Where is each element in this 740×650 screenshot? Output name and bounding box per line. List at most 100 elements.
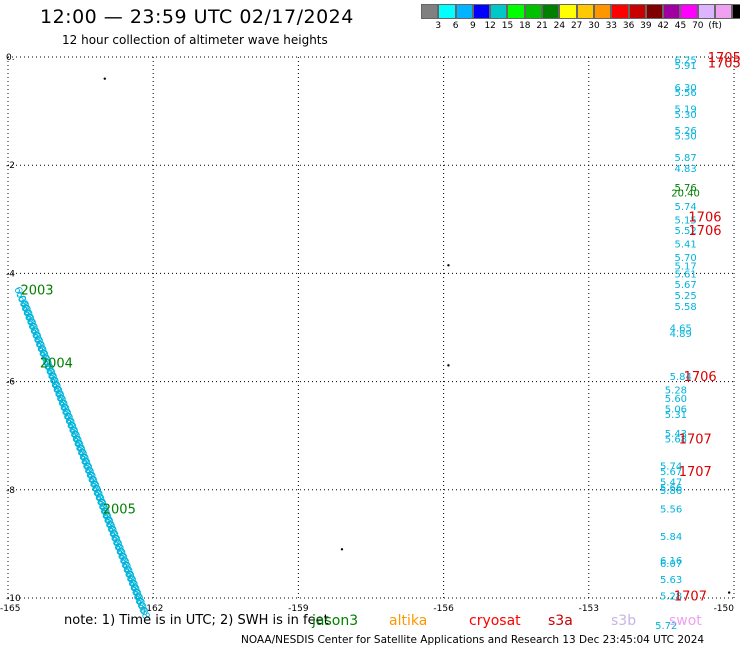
scale-label: 36 (622, 21, 635, 31)
pass-number-label: 1706 (688, 224, 721, 239)
swh-data-label: 5.61 (674, 269, 696, 280)
pass-number-label: 2005 (103, 503, 136, 518)
scale-swatch (628, 4, 646, 19)
scale-swatch (524, 4, 543, 19)
swh-data-label: 5.15 (674, 215, 696, 226)
x-tick-label: -153 (579, 604, 599, 614)
scale-swatch (559, 4, 577, 19)
satellite-legend-s3a: s3a (548, 613, 573, 629)
chart-title: 12:00 — 23:59 UTC 02/17/2024 (40, 6, 354, 28)
swh-data-label: 5.84 (670, 372, 692, 383)
scale-swatch (680, 4, 698, 19)
scale-label: 21 (536, 21, 548, 31)
x-tick-label: -165 (0, 604, 20, 614)
scale-label: 12 (484, 21, 496, 31)
scale-swatch (593, 4, 612, 19)
x-tick-label: -159 (288, 604, 309, 614)
scale-swatch (576, 4, 594, 19)
scale-swatch (472, 4, 491, 19)
satellite-legend-swot: swot (669, 613, 702, 629)
footer-credit: NOAA/NESDIS Center for Satellite Applica… (241, 634, 705, 646)
swh-data-label: 20.40 (671, 188, 700, 199)
swh-data-label: 5.56 (660, 505, 682, 516)
pass-number-label: 1705 (708, 56, 740, 71)
x-tick-label: -156 (433, 604, 454, 614)
island-marker (447, 264, 450, 267)
x-tick-label: -162 (143, 604, 163, 614)
pass-number-label: 1707 (674, 589, 707, 604)
scale-swatch (490, 4, 508, 19)
swh-data-label: 6.07 (660, 559, 682, 570)
swh-data-label: 6.25 (674, 56, 696, 67)
swh-data-label: 5.25 (674, 291, 696, 302)
swh-data-label: 5.91 (674, 61, 696, 72)
scale-label: 18 (519, 21, 531, 31)
scale-label: 9 (470, 21, 476, 31)
swh-data-label: 5.72 (655, 621, 677, 632)
scale-label: 33 (605, 21, 618, 31)
swh-data-label: 5.67 (660, 467, 682, 478)
swh-data-label: 5.87 (674, 153, 696, 164)
swh-data-label: 5.28 (665, 386, 687, 397)
scale-label: (ft) (708, 21, 722, 31)
swh-data-label: 5.17 (674, 261, 696, 272)
pass-number-label: 2003 (20, 284, 53, 299)
swh-data-label: 5.63 (660, 575, 682, 586)
y-tick-label: 0. (6, 53, 15, 63)
pass-number-label: 1707 (679, 432, 712, 447)
swh-data-label: 4.65 (670, 324, 692, 335)
swh-data-label: 5.41 (674, 240, 696, 251)
y-tick-label: -2 (6, 161, 15, 171)
swh-data-label: 5.19 (674, 104, 696, 115)
swh-data-label: 5.47 (660, 478, 682, 489)
swh-data-label: 5.68 (665, 434, 687, 445)
pass-number-label: 1705 (708, 51, 740, 66)
scale-label: 6 (452, 21, 459, 31)
swh-data-label: 5.06 (665, 405, 687, 416)
y-tick-label: -6 (6, 378, 15, 388)
scale-swatch (645, 4, 664, 19)
swh-data-label: 5.26 (674, 126, 696, 137)
scale-swatch (715, 4, 733, 19)
scale-label: 27 (570, 21, 583, 31)
swh-data-label: 5.76 (674, 183, 696, 194)
swh-data-label: 5.74 (660, 461, 682, 472)
swh-data-label: 5.31 (665, 410, 687, 421)
chart-subtitle: 12 hour collection of altimeter wave hei… (62, 33, 328, 47)
footer-note: note: 1) Time is in UTC; 2) SWH is in fe… (64, 613, 329, 628)
scale-label: 15 (501, 21, 514, 31)
swh-data-label: 5.56 (674, 88, 696, 99)
swh-data-label: 5.66 (660, 483, 682, 494)
island-marker (447, 364, 450, 367)
y-tick-label: -4 (6, 269, 15, 279)
pass-number-label: 1706 (688, 211, 721, 226)
scale-label: 45 (674, 21, 687, 31)
pass-number-label: 1706 (684, 370, 717, 385)
swh-data-label: 6.16 (660, 556, 682, 567)
pass-number-label: 1707 (679, 465, 712, 480)
scale-swatch (507, 4, 525, 19)
scale-swatch (732, 4, 740, 19)
satellite-legend-cryosat: cryosat (469, 613, 521, 629)
satellite-legend-s3b: s3b (611, 613, 637, 629)
satellite-legend-jason3: jason3 (312, 613, 359, 629)
scale-label: 70 (692, 21, 704, 31)
satellite-legend-altika: altika (389, 613, 428, 629)
x-tick-label: -150 (714, 604, 735, 614)
swh-data-label: 5.70 (674, 253, 696, 264)
island-marker (103, 77, 107, 80)
swh-data-label: 5.86 (660, 486, 682, 497)
scale-label: 30 (588, 21, 600, 31)
scale-swatch (438, 4, 456, 19)
swh-data-label: 4.83 (674, 164, 696, 175)
y-tick-label: -8 (6, 486, 15, 496)
scale-swatch (455, 4, 473, 19)
scale-swatch (697, 4, 716, 19)
swh-data-label: 6.30 (674, 83, 696, 94)
island-marker (727, 591, 731, 594)
swh-data-label: 5.43 (665, 429, 687, 440)
scale-swatch (663, 4, 681, 19)
swh-data-label: 5.30 (674, 110, 696, 121)
scale-label: 39 (640, 21, 652, 31)
